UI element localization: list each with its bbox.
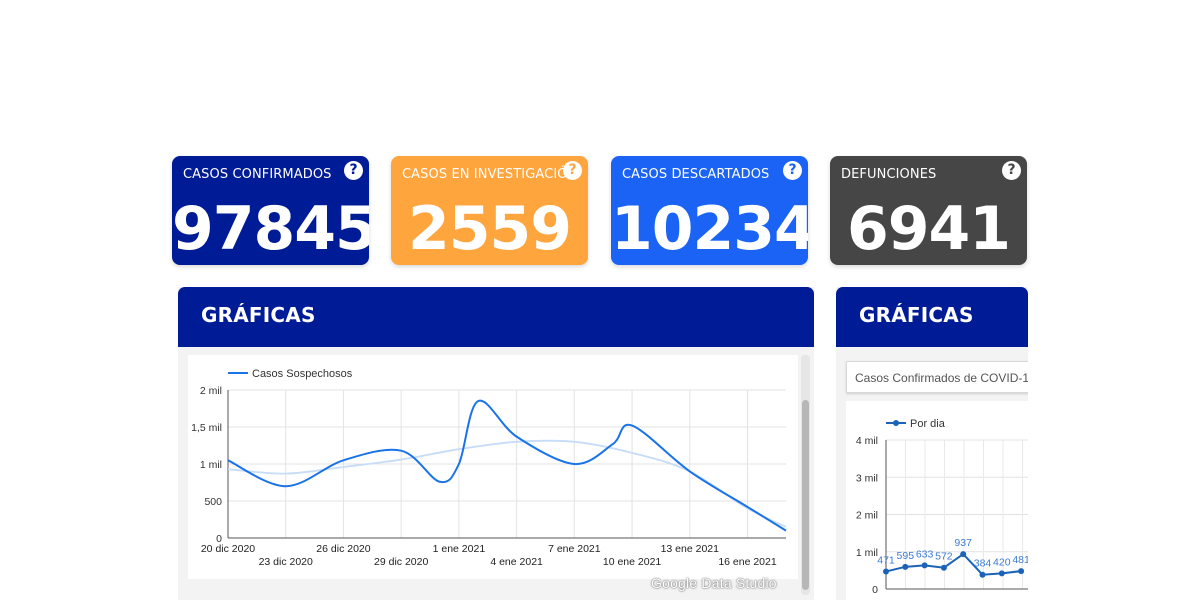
card-label: CASOS DESCARTADOS bbox=[622, 167, 770, 182]
legend-label: Casos Sospechosos bbox=[252, 368, 353, 380]
data-point bbox=[960, 551, 967, 558]
data-label: 633 bbox=[916, 548, 934, 560]
x-tick-label: 7 ene 2021 bbox=[548, 543, 601, 555]
series-line-casos-sospechosos bbox=[227, 399, 787, 532]
card-label: CASOS CONFIRMADOS bbox=[183, 167, 332, 182]
panel-title: GRÁFICAS bbox=[859, 303, 974, 327]
y-tick-label: 0 bbox=[216, 533, 222, 545]
card-defunciones: DEFUNCIONES ? 6941 bbox=[830, 156, 1027, 265]
data-label: 937 bbox=[954, 537, 972, 549]
y-tick-label: 4 mil bbox=[856, 435, 878, 447]
card-casos-descartados: CASOS DESCARTADOS ? 102341 bbox=[611, 156, 808, 265]
x-tick-label: 23 dic 2020 bbox=[259, 556, 313, 568]
data-label: 481 bbox=[1012, 554, 1028, 566]
x-tick-label: 1 ene 2021 bbox=[433, 543, 486, 555]
data-point bbox=[998, 570, 1005, 577]
card-label: CASOS EN INVESTIGACIÓN bbox=[402, 167, 578, 182]
card-value: 2559 bbox=[408, 194, 572, 264]
y-tick-label: 0 bbox=[872, 584, 878, 596]
data-label: 572 bbox=[935, 551, 953, 563]
data-label: 420 bbox=[993, 556, 1011, 568]
card-value: 6941 bbox=[847, 194, 1011, 264]
series-line-por-dia bbox=[885, 552, 1022, 576]
help-icon[interactable]: ? bbox=[563, 161, 582, 180]
card-value: 97845 bbox=[172, 194, 369, 264]
data-point bbox=[883, 568, 889, 575]
y-tick-label: 1 mil bbox=[200, 459, 222, 471]
help-icon[interactable]: ? bbox=[344, 161, 363, 180]
chart-metric-select-value: Casos Confirmados de COVID-19 bbox=[855, 371, 1028, 385]
data-label: 384 bbox=[974, 558, 992, 570]
data-point bbox=[902, 563, 909, 570]
panel-header: GRÁFICAS bbox=[836, 287, 1028, 347]
help-icon[interactable]: ? bbox=[1002, 161, 1021, 180]
data-point bbox=[979, 571, 986, 578]
x-tick-label: 4 ene 2021 bbox=[490, 556, 543, 568]
x-tick-label: 13 ene 2021 bbox=[661, 543, 720, 555]
x-tick-label: 26 dic 2020 bbox=[316, 543, 370, 555]
x-tick-label: 29 dic 2020 bbox=[374, 556, 428, 568]
chart-metric-select[interactable]: Casos Confirmados de COVID-19 bbox=[846, 361, 1028, 393]
x-tick-label: 20 dic 2020 bbox=[201, 543, 255, 555]
casos-sospechosos-chart[interactable]: 0 500 1 mil 1,5 mil 2 mil 20 dic 2020 26 dic 2… bbox=[188, 355, 798, 579]
y-tick-label: 500 bbox=[204, 496, 222, 508]
y-tick-label: 1,5 mil bbox=[191, 422, 222, 434]
panel-header: GRÁFICAS bbox=[178, 287, 814, 347]
y-tick-label: 3 mil bbox=[856, 472, 878, 484]
panel-title: GRÁFICAS bbox=[201, 303, 316, 327]
data-point bbox=[940, 564, 947, 571]
help-icon[interactable]: ? bbox=[783, 161, 802, 180]
google-data-studio-watermark: Google Data Studio bbox=[651, 575, 777, 591]
card-casos-confirmados: CASOS CONFIRMADOS ? 97845 bbox=[172, 156, 369, 265]
x-tick-label: 10 ene 2021 bbox=[603, 556, 662, 568]
scrollbar-thumb[interactable] bbox=[802, 400, 809, 590]
data-label: 471 bbox=[877, 554, 895, 566]
y-tick-label: 2 mil bbox=[856, 510, 878, 522]
x-tick-label: 16 ene 2021 bbox=[718, 556, 777, 568]
y-tick-label: 1 mil bbox=[856, 547, 878, 559]
card-label: DEFUNCIONES bbox=[841, 167, 937, 182]
y-tick-label: 2 mil bbox=[200, 385, 222, 397]
legend-label: Por dia bbox=[910, 418, 946, 430]
card-value: 102341 bbox=[611, 194, 808, 264]
data-label: 595 bbox=[897, 550, 915, 562]
legend-marker bbox=[893, 420, 899, 426]
card-casos-en-investigacion: CASOS EN INVESTIGACIÓN ? 2559 bbox=[391, 156, 588, 265]
graficas-panel-left: GRÁFICAS 0 500 1 mil 1,5 mil 2 mil 20 dic 202… bbox=[178, 287, 814, 600]
data-point bbox=[1018, 568, 1025, 575]
data-point bbox=[921, 562, 928, 569]
trend-line bbox=[227, 439, 787, 528]
chart-container: 0 500 1 mil 1,5 mil 2 mil 20 dic 2020 26 dic 2… bbox=[188, 355, 798, 579]
graficas-panel-right: GRÁFICAS Casos Confirmados de COVID-19 0… bbox=[836, 287, 1028, 600]
